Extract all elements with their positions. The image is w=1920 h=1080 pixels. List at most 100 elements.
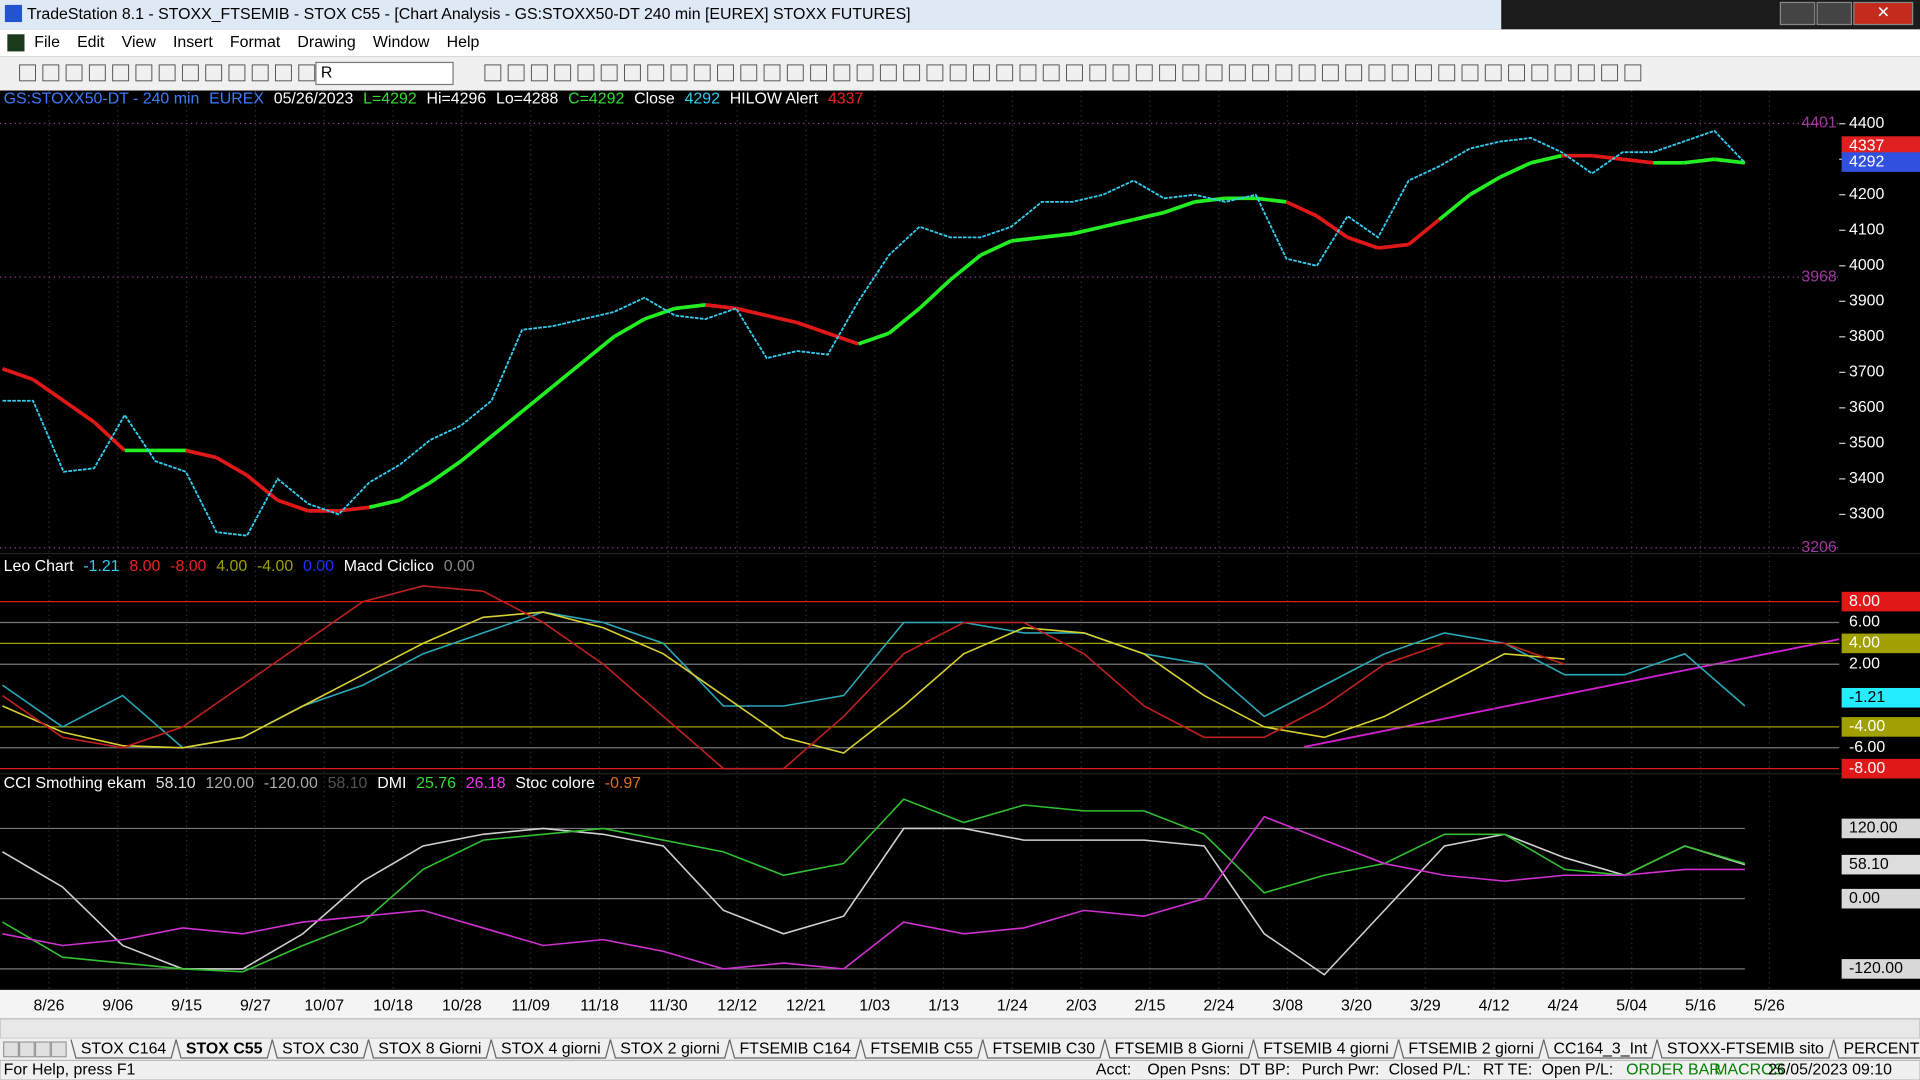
toolbar-icon[interactable] [251, 64, 269, 82]
toolbar-icon[interactable] [1368, 64, 1386, 82]
toolbar-icon[interactable] [19, 64, 36, 82]
scrollbar[interactable] [0, 1018, 1920, 1039]
toolbar-icon[interactable] [135, 64, 153, 82]
toolbar-icon[interactable] [1205, 64, 1223, 82]
menu-item[interactable]: Window [373, 34, 430, 51]
toolbar-icon[interactable] [275, 64, 292, 82]
toolbar-icon[interactable] [1019, 64, 1037, 82]
toolbar-icon[interactable] [554, 64, 572, 82]
toolbar-icon[interactable] [647, 64, 665, 82]
sheet-tab[interactable]: STOX C30 [282, 1041, 359, 1058]
toolbar-icon[interactable] [1508, 64, 1525, 82]
sheet-tab[interactable]: FTSEMIB C164 [739, 1041, 851, 1058]
toolbar-icon[interactable] [670, 64, 688, 82]
menu-item[interactable]: Help [447, 34, 480, 51]
sheet-tab[interactable]: FTSEMIB C55 [870, 1041, 973, 1058]
toolbar-icon[interactable] [1577, 64, 1595, 82]
toolbar-icon[interactable] [181, 64, 199, 82]
toolbar-icon[interactable] [1182, 64, 1200, 82]
menu-item[interactable]: View [122, 34, 157, 51]
toolbar-icon[interactable] [926, 64, 944, 82]
toolbar-icon[interactable] [1415, 64, 1432, 82]
toolbar-icon[interactable] [530, 64, 548, 82]
menu-item[interactable]: Format [230, 34, 281, 51]
menu-item[interactable]: Edit [77, 34, 105, 51]
toolbar-icon[interactable] [903, 64, 921, 82]
toolbar-icon[interactable] [1112, 64, 1130, 82]
toolbar-icon[interactable] [1624, 64, 1642, 82]
tab-nav[interactable] [50, 1041, 67, 1058]
toolbar-icon[interactable] [763, 64, 781, 82]
sheet-tab[interactable]: STOX 8 Giorni [378, 1041, 481, 1058]
toolbar-icon[interactable] [228, 64, 246, 82]
sheet-tab[interactable]: STOX 4 giorni [501, 1041, 601, 1058]
panel-header-text: 58.10 [328, 775, 368, 792]
sheet-tab[interactable]: FTSEMIB 4 giorni [1263, 1041, 1389, 1058]
toolbar-icon[interactable] [1066, 64, 1083, 82]
toolbar-icon[interactable] [1159, 64, 1176, 82]
toolbar-icon[interactable] [949, 64, 967, 82]
toolbar-icon[interactable] [1438, 64, 1456, 82]
menu-item[interactable]: File [34, 34, 60, 51]
toolbar-icon[interactable] [1252, 64, 1270, 82]
toolbar-icon[interactable] [1554, 64, 1572, 82]
toolbar-icon[interactable] [624, 64, 641, 82]
toolbar-icon[interactable] [298, 64, 316, 82]
sheet-tab[interactable]: PERCENTUALE [1844, 1041, 1920, 1058]
toolbar-icon[interactable] [1484, 64, 1502, 82]
menu-item[interactable]: Insert [173, 34, 213, 51]
toolbar-icon[interactable] [810, 64, 828, 82]
toolbar-icon[interactable] [786, 64, 804, 82]
minimize-button[interactable] [1779, 1, 1816, 26]
tab-nav[interactable] [34, 1041, 51, 1058]
tab-nav[interactable] [3, 1041, 19, 1058]
toolbar-icon[interactable] [856, 64, 874, 82]
toolbar-icon[interactable] [717, 64, 734, 82]
toolbar-icon[interactable] [1531, 64, 1549, 82]
panel-header-text: 4337 [828, 90, 864, 107]
toolbar-icon[interactable] [42, 64, 60, 82]
toolbar-icon[interactable] [484, 64, 502, 82]
menu-item[interactable]: Drawing [297, 34, 355, 51]
sheet-tab[interactable]: STOX C55 [186, 1041, 263, 1058]
sheet-tab[interactable]: STOX C164 [81, 1041, 167, 1058]
tab-nav[interactable] [18, 1041, 35, 1058]
toolbar-icon[interactable] [1321, 64, 1339, 82]
x-tick-label: 12/21 [786, 998, 826, 1015]
toolbar-icon[interactable] [88, 64, 106, 82]
sheet-tab[interactable]: STOXX-FTSEMIB sito [1667, 1041, 1824, 1058]
toolbar-icon[interactable] [996, 64, 1014, 82]
toolbar-icon[interactable] [158, 64, 176, 82]
toolbar-icon[interactable] [1228, 64, 1246, 82]
toolbar-icon[interactable] [1601, 64, 1619, 82]
toolbar-icon[interactable] [1391, 64, 1409, 82]
oscillator-line [2, 798, 1746, 973]
toolbar-icon[interactable] [205, 64, 223, 82]
toolbar-icon[interactable] [1275, 64, 1293, 82]
toolbar-icon[interactable] [600, 64, 618, 82]
toolbar-icon[interactable] [577, 64, 595, 82]
toolbar-icon[interactable] [112, 64, 130, 82]
toolbar-icon[interactable] [65, 64, 83, 82]
toolbar-icon[interactable] [1461, 64, 1479, 82]
maximize-button[interactable] [1816, 1, 1853, 26]
sheet-tab[interactable]: FTSEMIB C30 [993, 1041, 1096, 1058]
sheet-tab[interactable]: FTSEMIB 8 Giorni [1115, 1041, 1244, 1058]
toolbar-icon[interactable] [833, 64, 851, 82]
symbol-box[interactable] [315, 61, 454, 86]
toolbar-icon[interactable] [740, 64, 758, 82]
sheet-tab[interactable]: FTSEMIB 2 giorni [1408, 1041, 1534, 1058]
toolbar-icon[interactable] [1298, 64, 1316, 82]
toolbar-icon[interactable] [1042, 64, 1060, 82]
toolbar-icon[interactable] [972, 64, 990, 82]
toolbar-icon[interactable] [507, 64, 525, 82]
close-button[interactable] [1853, 1, 1914, 26]
sheet-tab[interactable]: CC164_3_Int [1554, 1041, 1648, 1058]
toolbar-icon[interactable] [879, 64, 897, 82]
toolbar-icon[interactable] [1345, 64, 1363, 82]
toolbar-icon[interactable] [693, 64, 711, 82]
toolbar-icon[interactable] [1089, 64, 1107, 82]
x-tick-label: 1/03 [859, 998, 890, 1015]
toolbar-icon[interactable] [1135, 64, 1153, 82]
sheet-tab[interactable]: STOX 2 giorni [620, 1041, 720, 1058]
